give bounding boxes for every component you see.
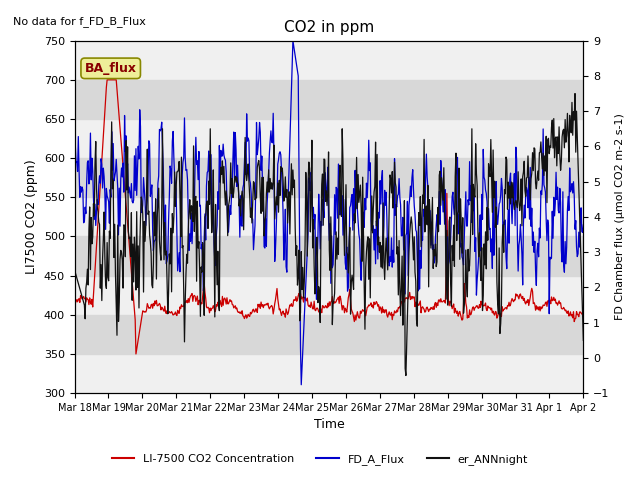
Bar <box>74 158 583 197</box>
Title: CO2 in ppm: CO2 in ppm <box>284 20 374 36</box>
Legend: LI-7500 CO2 Concentration, FD_A_Flux, er_ANNnight: LI-7500 CO2 Concentration, FD_A_Flux, er… <box>108 450 532 469</box>
Bar <box>74 237 583 276</box>
Y-axis label: FD Chamber flux (μmol CO2 m-2 s-1): FD Chamber flux (μmol CO2 m-2 s-1) <box>615 113 625 320</box>
Text: No data for f_FD_B_Flux: No data for f_FD_B_Flux <box>13 16 147 26</box>
Bar <box>74 315 583 354</box>
Text: BA_flux: BA_flux <box>84 62 137 75</box>
Bar <box>74 80 583 119</box>
Y-axis label: LI7500 CO2 (ppm): LI7500 CO2 (ppm) <box>25 159 38 274</box>
X-axis label: Time: Time <box>314 419 344 432</box>
